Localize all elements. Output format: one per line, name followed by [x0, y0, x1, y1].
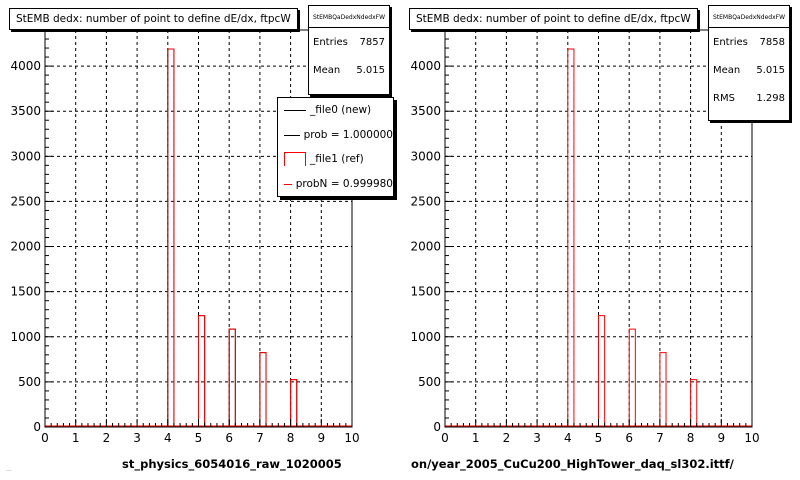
left-x-tick-label-8: 8 — [287, 431, 295, 445]
right-y-tick-label-2: 1000 — [410, 330, 441, 344]
left-stats-entries-label: Entries — [313, 36, 348, 48]
right-histogram-pad: 0 1 2 3 4 5 6 7 8 9 10 0 500 1000 1500 2000 2500 3000 3500… — [400, 0, 800, 480]
right-series0-bar-3 — [659, 352, 667, 427]
left-stats-box: StEMBQaDedxNdedxFW Entries 7857 Mean 5.0… — [308, 5, 390, 95]
legend-swatch-file0 — [284, 98, 306, 122]
legend-swatch-probn — [284, 172, 292, 196]
left-x-tick-label-4: 4 — [164, 431, 172, 445]
left-x-tick-label-10: 10 — [344, 431, 359, 445]
footer-text: ... — [6, 466, 12, 473]
right-stats-entries-value: 7858 — [759, 36, 785, 48]
right-x-tick-label-8: 8 — [687, 431, 695, 445]
left-stats-entries-row: Entries 7857 — [309, 28, 389, 56]
right-stats-mean-label: Mean — [713, 64, 741, 76]
right-stats-rms-row: RMS 1.298 — [709, 84, 789, 112]
left-x-tick-label-5: 5 — [195, 431, 203, 445]
right-x-tick-label-6: 6 — [625, 431, 633, 445]
legend-swatch-file1 — [284, 147, 306, 171]
left-y-tick-label-3: 1500 — [10, 285, 41, 299]
legend-entry-probn: probN = 0.999980 — [278, 172, 393, 197]
right-y-tick-label-6: 3000 — [410, 149, 441, 163]
right-x-tick-label-2: 2 — [503, 431, 511, 445]
left-y-tick-label-2: 1000 — [10, 330, 41, 344]
left-stats-entries-value: 7857 — [359, 36, 385, 48]
right-stats-entries-label: Entries — [713, 36, 748, 48]
left-y-tick-label-4: 2000 — [10, 240, 41, 254]
left-series1-bar-1 — [198, 315, 206, 427]
legend-label-probn: probN = 0.999980 — [295, 177, 393, 190]
right-y-tick-label-5: 2500 — [410, 194, 441, 208]
left-stats-mean-row: Mean 5.015 — [309, 56, 389, 84]
right-x-tick-label-4: 4 — [564, 431, 572, 445]
right-histogram-title: StEMB dedx: number of point to define dE… — [409, 8, 698, 30]
right-y-tick-label-8: 4000 — [410, 59, 441, 73]
right-x-tick-label-3: 3 — [533, 431, 541, 445]
left-stats-name: StEMBQaDedxNdedxFW — [309, 6, 389, 28]
right-y-tick-label-7: 3500 — [410, 104, 441, 118]
left-series0-bar-4 — [290, 379, 298, 427]
right-x-tick-label-9: 9 — [717, 431, 725, 445]
left-series0-bar-0 — [167, 48, 175, 427]
right-series0-bar-1 — [598, 315, 606, 427]
legend-label-file0: _file0 (new) — [310, 104, 372, 117]
right-series0-bar-2 — [628, 328, 636, 427]
left-x-tick-label-3: 3 — [133, 431, 141, 445]
left-series1-bar-2 — [228, 328, 236, 427]
left-x-tick-label-1: 1 — [72, 431, 80, 445]
left-series0-bar-2 — [228, 328, 236, 427]
left-y-tick-label-7: 3500 — [10, 104, 41, 118]
right-y-tick-label-1: 500 — [418, 375, 441, 389]
right-series0-bar-0 — [567, 48, 575, 427]
left-histogram-title: StEMB dedx: number of point to define dE… — [9, 8, 298, 30]
right-x-axis-label: on/year_2005_CuCu200_HighTower_daq_sl302… — [411, 457, 734, 471]
right-x-tick-label-5: 5 — [595, 431, 603, 445]
legend-label-prob: prob = 1.000000 — [303, 128, 393, 141]
right-stats-mean-row: Mean 5.015 — [709, 56, 789, 84]
right-stats-box: StEMBQaDedxNdedxFW Entries 7858 Mean 5.0… — [708, 5, 790, 121]
left-stats-mean-value: 5.015 — [356, 64, 385, 76]
left-y-tick-label-6: 3000 — [10, 149, 41, 163]
right-stats-rms-label: RMS — [713, 92, 735, 104]
legend-entry-file0: _file0 (new) — [278, 98, 393, 123]
legend-swatch-prob — [284, 123, 300, 147]
right-stats-name: StEMBQaDedxNdedxFW — [709, 6, 789, 28]
right-stats-mean-value: 5.015 — [756, 64, 785, 76]
right-x-tick-label-1: 1 — [472, 431, 480, 445]
right-y-tick-label-0: 0 — [433, 420, 441, 434]
right-series0-bar-4 — [690, 379, 698, 427]
left-histogram-pad: 0 1 2 3 4 5 6 7 8 9 10 0 500 1000 1500 2000 2500 3000 3500… — [9, 5, 394, 471]
left-series1-bar-0 — [167, 48, 175, 427]
left-series0-bar-3 — [259, 352, 267, 427]
right-stats-entries-row: Entries 7858 — [709, 28, 789, 56]
left-histogram-plot: 0 1 2 3 4 5 6 7 8 9 10 0 500 1000 1500 2000 2500 3000 3500… — [10, 29, 360, 445]
legend-entry-prob: prob = 1.000000 — [278, 123, 393, 148]
legend-label-file1: _file1 (ref) — [310, 153, 364, 166]
left-series0-bar-1 — [198, 315, 206, 427]
left-x-tick-label-2: 2 — [103, 431, 111, 445]
left-series1-bar-3 — [259, 352, 267, 427]
left-x-tick-label-6: 6 — [225, 431, 233, 445]
right-x-tick-label-10: 10 — [744, 431, 759, 445]
right-stats-rms-value: 1.298 — [756, 92, 785, 104]
legend-entry-file1: _file1 (ref) — [278, 147, 393, 172]
right-x-tick-label-0: 0 — [441, 431, 449, 445]
left-y-tick-label-8: 4000 — [10, 59, 41, 73]
left-x-axis-label: st_physics_6054016_raw_1020005 — [122, 457, 342, 471]
left-stats-mean-label: Mean — [313, 64, 341, 76]
right-y-tick-label-4: 2000 — [410, 240, 441, 254]
left-y-tick-label-1: 500 — [18, 375, 41, 389]
left-x-tick-label-9: 9 — [317, 431, 325, 445]
left-series1-bar-4 — [290, 379, 298, 427]
right-histogram-plot: 0 1 2 3 4 5 6 7 8 9 10 0 500 1000 1500 2000 2500 3000 3500… — [410, 29, 760, 445]
left-x-tick-label-7: 7 — [256, 431, 264, 445]
right-x-tick-label-7: 7 — [656, 431, 664, 445]
right-y-tick-label-3: 1500 — [410, 285, 441, 299]
left-x-tick-label-0: 0 — [41, 431, 49, 445]
left-y-tick-label-5: 2500 — [10, 194, 41, 208]
left-y-tick-label-0: 0 — [33, 420, 41, 434]
left-legend: _file0 (new) prob = 1.000000 _file1 (ref… — [277, 97, 394, 197]
